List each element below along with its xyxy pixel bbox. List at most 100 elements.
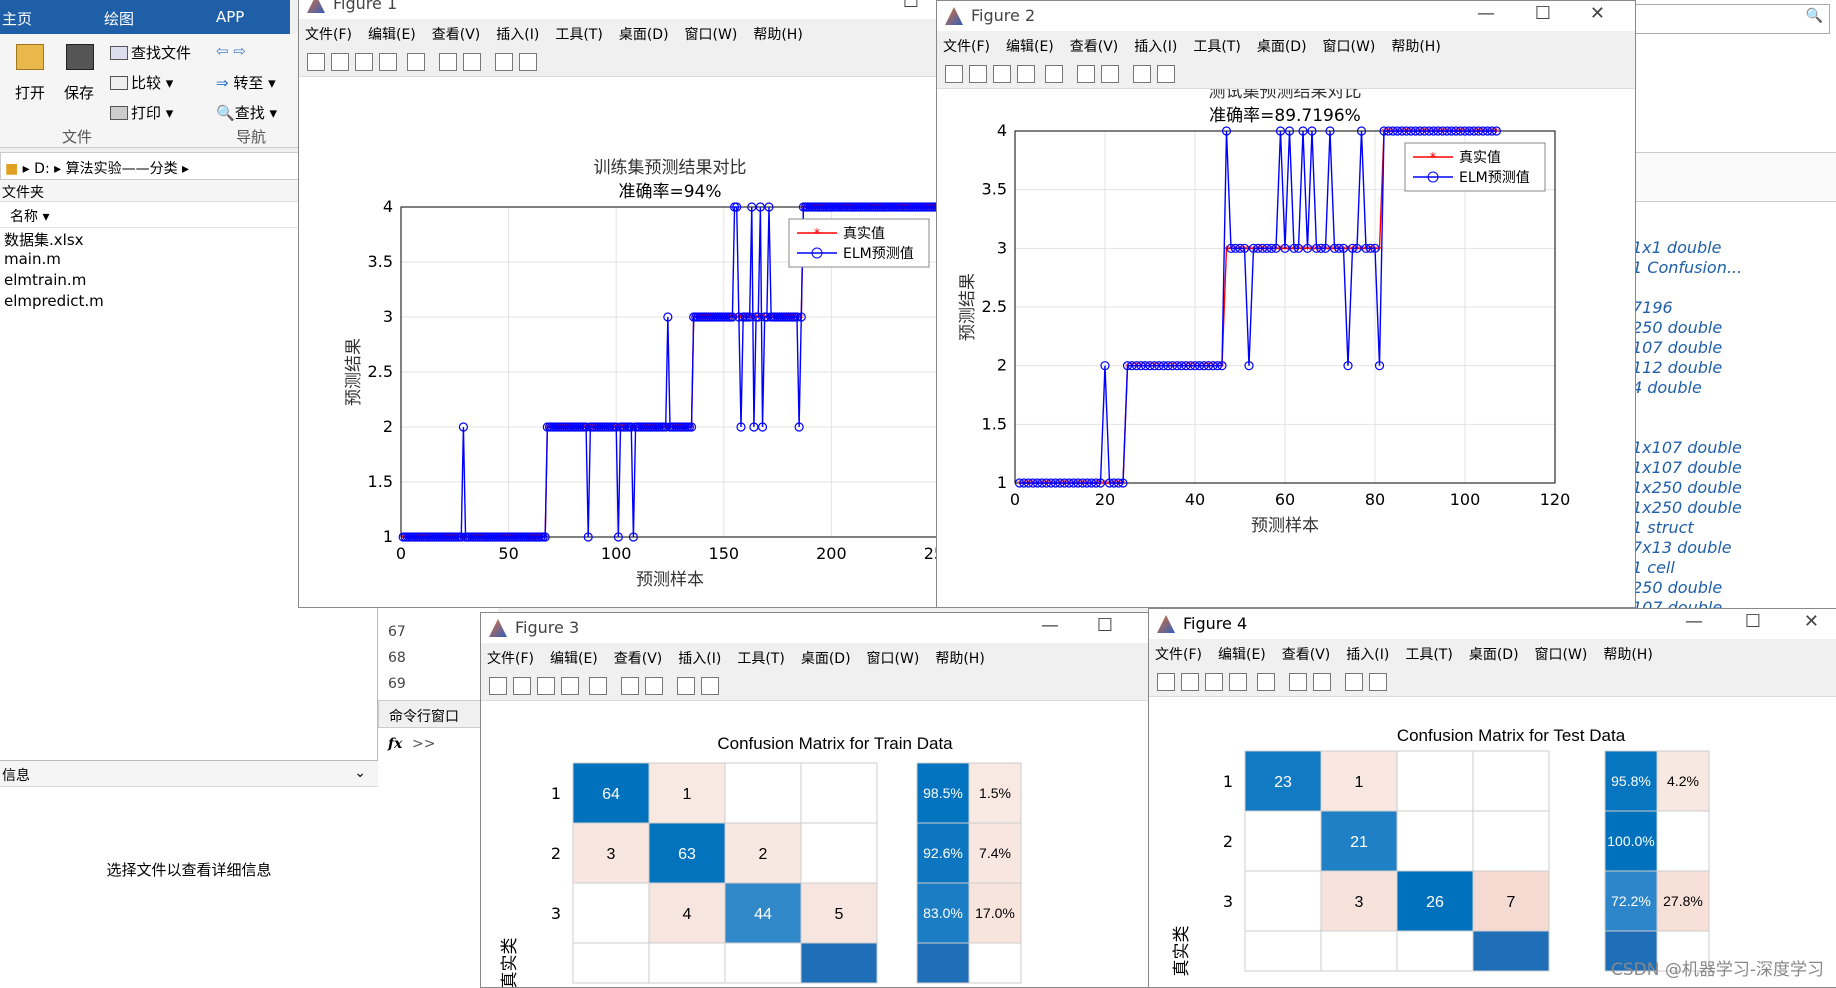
legend-icon[interactable] xyxy=(463,53,481,71)
workspace-item[interactable]: 250 double xyxy=(1632,318,1723,337)
menu-item[interactable]: 编辑(E) xyxy=(549,651,598,667)
name-column-header[interactable]: 名称 ▾ xyxy=(0,202,377,228)
workspace-item[interactable]: 1x107 double xyxy=(1632,438,1742,457)
file-item[interactable]: 数据集.xlsx xyxy=(4,231,84,249)
minimize-button[interactable]: — xyxy=(1685,611,1703,632)
menu-item[interactable]: 查看(V) xyxy=(1069,39,1119,55)
menu-item[interactable]: 编辑(E) xyxy=(1005,39,1054,55)
menu-item[interactable]: 帮助(H) xyxy=(935,651,985,667)
property-icon[interactable] xyxy=(519,53,537,71)
address-folder[interactable]: 算法实验——分类 xyxy=(65,161,178,177)
new-icon[interactable] xyxy=(307,53,325,71)
back-forward-buttons[interactable]: ⇦ ⇨ xyxy=(216,42,246,60)
save-button[interactable]: 保存 xyxy=(64,84,95,102)
menu-item[interactable]: 插入(I) xyxy=(496,27,540,43)
workspace-item[interactable]: 1 struct xyxy=(1632,518,1694,537)
menu-item[interactable]: 桌面(D) xyxy=(800,651,851,667)
save-icon[interactable] xyxy=(66,44,94,70)
goto-button[interactable]: ⇒ 转至 ▾ xyxy=(216,74,276,92)
menu-item[interactable]: 查看(V) xyxy=(431,27,481,43)
legend-icon[interactable] xyxy=(1313,673,1331,691)
open-button[interactable]: 打开 xyxy=(15,84,46,102)
menu-item[interactable]: 编辑(E) xyxy=(367,27,416,43)
print-icon[interactable] xyxy=(561,677,579,695)
file-item[interactable]: elmpredict.m xyxy=(4,292,104,310)
compare-button[interactable]: 比较 ▾ xyxy=(110,72,173,93)
workspace-item[interactable]: 1x250 double xyxy=(1632,498,1742,517)
workspace-item[interactable]: 1 Confusion... xyxy=(1632,258,1743,277)
workspace-item[interactable]: 250 double xyxy=(1632,578,1723,597)
workspace-item[interactable]: 7196 xyxy=(1632,298,1673,317)
legend-icon[interactable] xyxy=(645,677,663,695)
workspace-item[interactable]: 1 cell xyxy=(1632,558,1675,577)
command-window[interactable]: fx >> xyxy=(378,728,498,988)
menu-item[interactable]: 文件(F) xyxy=(943,39,990,55)
link-icon[interactable] xyxy=(407,53,425,71)
property-icon[interactable] xyxy=(1369,673,1387,691)
menu-item[interactable]: 查看(V) xyxy=(613,651,663,667)
menu-item[interactable]: 文件(F) xyxy=(1155,647,1202,663)
save-icon[interactable] xyxy=(355,53,373,71)
print-icon[interactable] xyxy=(379,53,397,71)
menu-item[interactable]: 文件(F) xyxy=(305,27,352,43)
menu-item[interactable]: 查看(V) xyxy=(1281,647,1331,663)
menu-item[interactable]: 帮助(H) xyxy=(1603,647,1653,663)
find-button[interactable]: 🔍查找 ▾ xyxy=(216,104,278,122)
tab-plots[interactable]: 绘图 xyxy=(104,10,135,28)
save-icon[interactable] xyxy=(537,677,555,695)
link-icon[interactable] xyxy=(589,677,607,695)
open-icon[interactable] xyxy=(1181,673,1199,691)
open-icon[interactable] xyxy=(969,65,987,83)
file-item[interactable]: elmtrain.m xyxy=(4,271,87,289)
menu-item[interactable]: 窗口(W) xyxy=(866,651,920,667)
workspace-item[interactable]: 4 double xyxy=(1632,378,1702,397)
minimize-button[interactable]: — xyxy=(1041,615,1059,636)
menu-item[interactable]: 编辑(E) xyxy=(1217,647,1266,663)
pointer-icon[interactable] xyxy=(677,677,695,695)
file-item[interactable]: main.m xyxy=(4,250,61,268)
link-icon[interactable] xyxy=(1257,673,1275,691)
pointer-icon[interactable] xyxy=(1345,673,1363,691)
workspace-search[interactable]: 🔍 xyxy=(1620,4,1830,34)
menu-item[interactable]: 工具(T) xyxy=(737,651,785,667)
menu-item[interactable]: 窗口(W) xyxy=(1322,39,1376,55)
menu-item[interactable]: 工具(T) xyxy=(555,27,603,43)
folder-open-icon[interactable] xyxy=(16,44,44,70)
menu-item[interactable]: 帮助(H) xyxy=(1391,39,1441,55)
menu-item[interactable]: 窗口(W) xyxy=(1534,647,1588,663)
new-icon[interactable] xyxy=(489,677,507,695)
legend-icon[interactable] xyxy=(1101,65,1119,83)
menu-item[interactable]: 帮助(H) xyxy=(753,27,803,43)
save-icon[interactable] xyxy=(1205,673,1223,691)
chevron-down-icon[interactable]: ⌄ xyxy=(354,765,366,781)
save-icon[interactable] xyxy=(993,65,1011,83)
open-icon[interactable] xyxy=(513,677,531,695)
menu-item[interactable]: 桌面(D) xyxy=(1468,647,1519,663)
menu-item[interactable]: 插入(I) xyxy=(1134,39,1178,55)
property-icon[interactable] xyxy=(1157,65,1175,83)
colorbar-icon[interactable] xyxy=(439,53,457,71)
menu-item[interactable]: 桌面(D) xyxy=(618,27,669,43)
colorbar-icon[interactable] xyxy=(621,677,639,695)
menu-item[interactable]: 插入(I) xyxy=(678,651,722,667)
workspace-item[interactable]: 112 double xyxy=(1632,358,1723,377)
menu-item[interactable]: 桌面(D) xyxy=(1256,39,1307,55)
colorbar-icon[interactable] xyxy=(1289,673,1307,691)
print-button[interactable]: 打印 ▾ xyxy=(110,102,173,123)
minimize-button[interactable]: — xyxy=(1477,3,1495,24)
menu-item[interactable]: 插入(I) xyxy=(1346,647,1390,663)
workspace-item[interactable]: 1x107 double xyxy=(1632,458,1742,477)
property-icon[interactable] xyxy=(701,677,719,695)
maximize-button[interactable]: ☐ xyxy=(1744,611,1761,632)
menu-item[interactable]: 工具(T) xyxy=(1405,647,1453,663)
address-drive[interactable]: D: xyxy=(34,161,50,177)
new-icon[interactable] xyxy=(1157,673,1175,691)
workspace-item[interactable]: 7x13 double xyxy=(1632,538,1732,557)
tab-home[interactable]: 主页 xyxy=(2,10,33,28)
pointer-icon[interactable] xyxy=(495,53,513,71)
close-button[interactable]: ✕ xyxy=(1589,3,1605,24)
new-icon[interactable] xyxy=(945,65,963,83)
menu-item[interactable]: 文件(F) xyxy=(487,651,534,667)
print-icon[interactable] xyxy=(1229,673,1247,691)
workspace-item[interactable]: 107 double xyxy=(1632,338,1723,357)
